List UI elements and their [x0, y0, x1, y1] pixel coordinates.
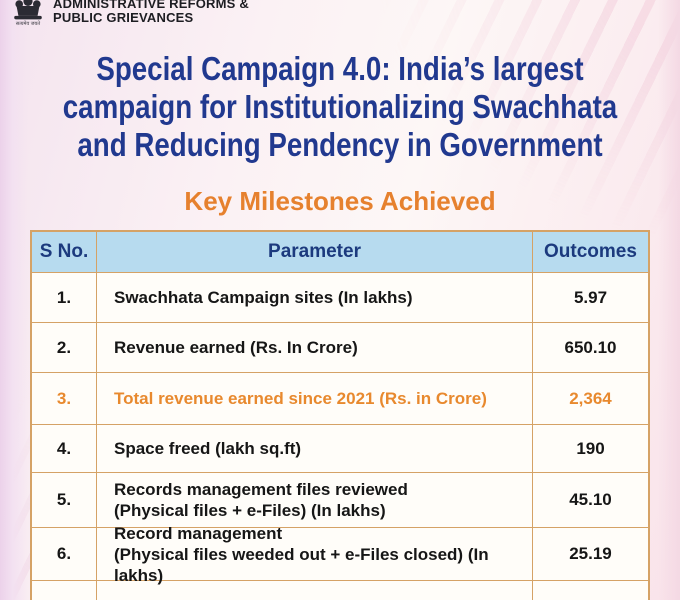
table-row: 1. Swachhata Campaign sites (In lakhs) 5…	[32, 272, 648, 322]
table-row: 3. Total revenue earned since 2021 (Rs. …	[32, 372, 648, 424]
row-parameter: Swachhata Campaign sites (In lakhs)	[96, 273, 532, 322]
row-sno: 6.	[56, 544, 72, 563]
ministry-name-line2: PUBLIC GRIEVANCES	[53, 9, 194, 25]
table-row: 7. Public grievances + Appeals redressed…	[32, 580, 648, 600]
table-row: 4. Space freed (lakh sq.ft) 190	[32, 424, 648, 472]
row-sno: 3.	[56, 388, 72, 408]
table-row: 2. Revenue earned (Rs. In Crore) 650.10	[32, 322, 648, 372]
page-title-line3: and Reducing Pendency in Government	[77, 126, 603, 163]
row-sno: 7.	[32, 581, 96, 600]
column-header-sno: S No.	[39, 241, 89, 262]
page-title: Special Campaign 4.0: India’s largest ca…	[54, 50, 625, 164]
table-header-row: S No. Parameter Outcomes	[32, 232, 648, 272]
column-header-parameter: Parameter	[96, 232, 532, 272]
row-parameter: Space freed (lakh sq.ft)	[96, 425, 532, 472]
row-outcome: 650.10	[532, 323, 648, 372]
row-outcome: 5.55	[532, 581, 648, 600]
section-heading: Key Milestones Achieved	[184, 186, 496, 216]
ministry-name-line1: ADMINISTRATIVE REFORMS &	[53, 0, 249, 11]
row-outcome: 45.10	[532, 473, 648, 527]
table-body: 1. Swachhata Campaign sites (In lakhs) 5…	[32, 272, 648, 600]
row-parameter: Record management (Physical files weeded…	[96, 524, 532, 585]
row-parameter: Records management files reviewed (Physi…	[96, 473, 532, 527]
left-accent-band	[0, 0, 28, 600]
milestones-table: S No. Parameter Outcomes 1. Swachhata Ca…	[30, 230, 650, 600]
row-outcome: 5.97	[532, 273, 648, 322]
page-title-line2: campaign for Institutionalizing Swachhat…	[62, 88, 618, 125]
row-parameter: Total revenue earned since 2021 (Rs. in …	[96, 373, 532, 424]
row-parameter: Revenue earned (Rs. In Crore)	[96, 323, 532, 372]
row-outcome: 190	[532, 425, 648, 472]
row-sno: 4.	[56, 438, 72, 458]
row-outcome: 2,364	[532, 373, 648, 424]
column-header-outcomes: Outcomes	[532, 232, 648, 272]
right-accent-band	[658, 0, 680, 600]
ministry-name: ADMINISTRATIVE REFORMS & PUBLIC GRIEVANC…	[53, 0, 249, 24]
table-row: 6. Record management (Physical files wee…	[32, 524, 648, 585]
row-parameter: Public grievances + Appeals redressed (I…	[96, 581, 532, 600]
row-sno: 2.	[56, 337, 72, 357]
national-emblem-icon: सत्यमेव जयते	[10, 0, 46, 27]
row-outcome: 25.19	[532, 528, 648, 580]
page-title-line1: Special Campaign 4.0: India’s largest	[96, 50, 584, 87]
ministry-header: सत्यमेव जयते ADMINISTRATIVE REFORMS & PU…	[10, 0, 249, 27]
emblem-caption: सत्यमेव जयते	[15, 21, 41, 27]
table-row: 5. Records management files reviewed (Ph…	[32, 472, 648, 527]
row-sno: 1.	[56, 287, 72, 307]
row-sno: 5.	[56, 490, 72, 509]
